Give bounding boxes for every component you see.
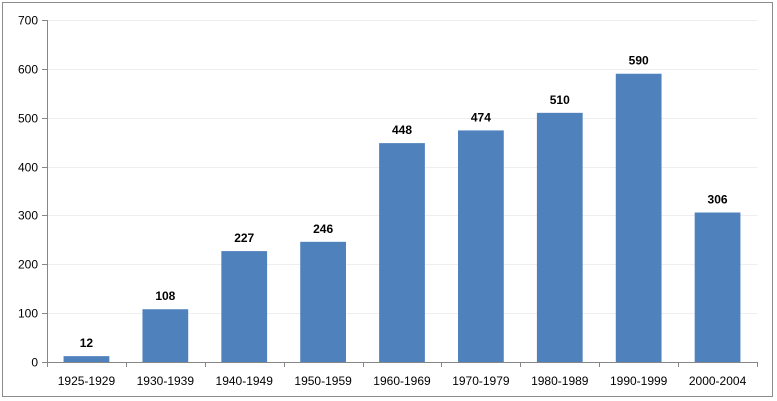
- x-tick-label: 1980-1989: [531, 374, 589, 388]
- x-tick-label: 1940-1949: [216, 374, 274, 388]
- y-tick-label: 0: [31, 356, 38, 370]
- data-label: 12: [80, 336, 94, 350]
- bar: [63, 356, 110, 362]
- bar: [142, 309, 189, 362]
- x-tick-label: 1930-1939: [137, 374, 195, 388]
- labels: 0 100 200 300 400 500 600 700 12 1925-1929 108 1930…: [18, 14, 747, 389]
- data-label: 306: [708, 192, 728, 206]
- y-tick-label: 500: [18, 112, 38, 126]
- x-tick-label: 1925-1929: [58, 374, 116, 388]
- data-label: 590: [629, 54, 649, 68]
- bar: [458, 130, 504, 362]
- x-tick-label: 1960-1969: [373, 374, 431, 388]
- bar: [300, 241, 346, 362]
- bar: [379, 143, 425, 362]
- y-tick-label: 200: [18, 258, 38, 272]
- y-tick-label: 400: [18, 161, 38, 175]
- bar: [221, 251, 268, 362]
- y-tick-label: 100: [18, 307, 38, 321]
- bar: [536, 112, 583, 362]
- x-tick-label: 1970-1979: [452, 374, 510, 388]
- data-label: 108: [155, 289, 175, 303]
- x-tick-label: 1950-1959: [294, 374, 352, 388]
- bars: [63, 73, 741, 362]
- y-tick-label: 300: [18, 209, 38, 223]
- bar: [694, 212, 741, 362]
- y-tick-label: 700: [18, 14, 38, 28]
- data-label: 510: [550, 93, 570, 107]
- data-label: 246: [313, 222, 333, 236]
- data-label: 227: [234, 231, 254, 245]
- data-label: 474: [471, 110, 491, 124]
- data-label: 448: [392, 123, 412, 137]
- x-tick-label: 1990-1999: [610, 374, 668, 388]
- x-tick-label: 2000-2004: [689, 374, 747, 388]
- y-tick-label: 600: [18, 63, 38, 77]
- bar: [615, 73, 662, 362]
- axes: [42, 20, 758, 367]
